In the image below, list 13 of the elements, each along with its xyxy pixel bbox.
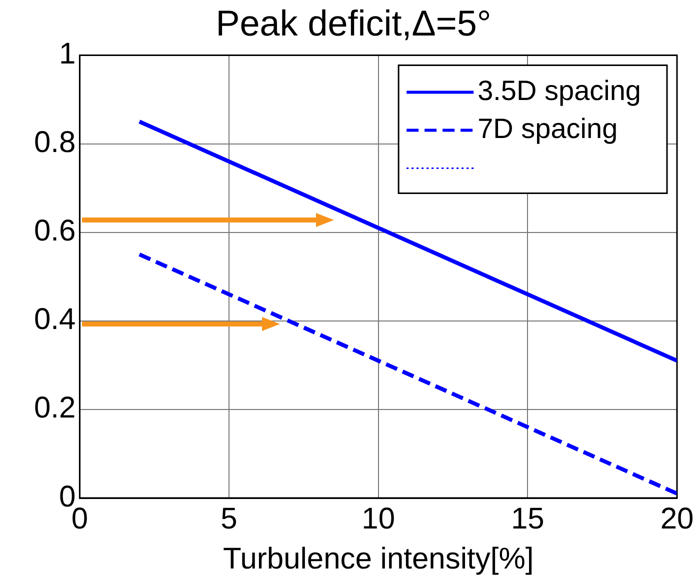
chart-title: Peak deficit,Δ=5°: [216, 2, 492, 44]
legend-label: 3.5D spacing: [478, 74, 642, 106]
x-tick-label: 5: [220, 502, 238, 536]
y-tick-label: 1: [59, 37, 76, 70]
y-tick-label: 0.2: [34, 392, 76, 425]
y-tick-label: 0.8: [34, 126, 76, 160]
x-tick-label: 20: [660, 502, 694, 536]
x-tick-label: 15: [510, 502, 544, 536]
x-tick-label: 10: [362, 502, 396, 536]
x-axis-title: Turbulence intensity[%]: [222, 542, 534, 576]
legend-label: 7D spacing: [478, 112, 618, 144]
y-tick-label: 0.6: [34, 214, 76, 248]
y-tick-label: 0.4: [34, 303, 76, 336]
